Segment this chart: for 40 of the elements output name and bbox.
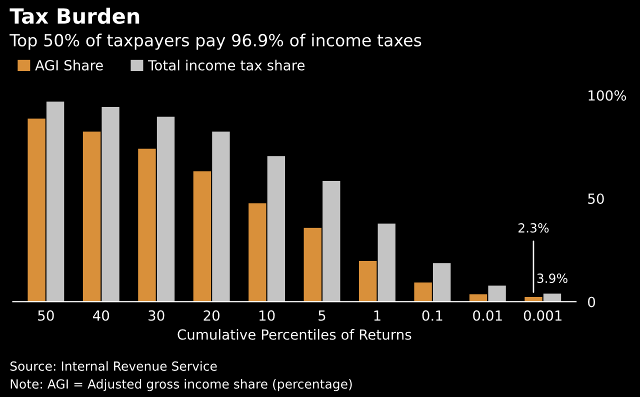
- x-tick-label: 40: [92, 310, 110, 321]
- x-tick-label: 10: [259, 310, 275, 321]
- source-note: Source: Internal Revenue Service: [10, 361, 217, 371]
- data-label: 3.9%: [537, 274, 568, 283]
- bar: [82, 132, 101, 302]
- x-tick-label: 30: [148, 310, 164, 321]
- x-tick-label: 5: [318, 310, 326, 321]
- legend-label: AGI Share: [35, 60, 103, 71]
- x-tick-label: 50: [38, 310, 54, 321]
- x-tick-label: 1: [374, 310, 380, 321]
- bar: [46, 102, 64, 302]
- legend-label: Total income tax share: [148, 60, 305, 71]
- bar: [212, 132, 230, 302]
- bar: [267, 156, 286, 302]
- bar: [488, 286, 506, 302]
- bar: [102, 107, 120, 302]
- x-tick-label: 0.001: [524, 310, 562, 321]
- data-label: 2.3%: [518, 223, 549, 233]
- chart-subtitle: Top 50% of taxpayers pay 96.9% of income taxes: [10, 34, 422, 50]
- x-tick-label: 0.01: [473, 310, 502, 321]
- text: Note: AGI = Adjusted gross income share (percentage): [10, 379, 352, 392]
- bar: [543, 294, 562, 302]
- bar: [432, 263, 451, 302]
- x-tick-label: 20: [204, 310, 220, 321]
- bar: [193, 171, 212, 302]
- y-tick-label: 50: [588, 193, 604, 204]
- x-tick-label: 0.1: [422, 310, 442, 321]
- y-tick-label: 100%: [588, 90, 626, 101]
- bar: [359, 261, 377, 302]
- bar: [322, 180, 340, 302]
- bar: [28, 118, 46, 302]
- bar: [304, 228, 322, 302]
- x-axis-title: Cumulative Percentiles of Returns: [178, 329, 412, 340]
- y-tick-label: 0: [588, 296, 596, 308]
- bar: [138, 148, 156, 302]
- chart-title: Tax Burden: [10, 8, 140, 24]
- bar: [156, 116, 175, 302]
- bar: [248, 203, 266, 302]
- bar: [378, 224, 396, 302]
- bar: [414, 282, 432, 302]
